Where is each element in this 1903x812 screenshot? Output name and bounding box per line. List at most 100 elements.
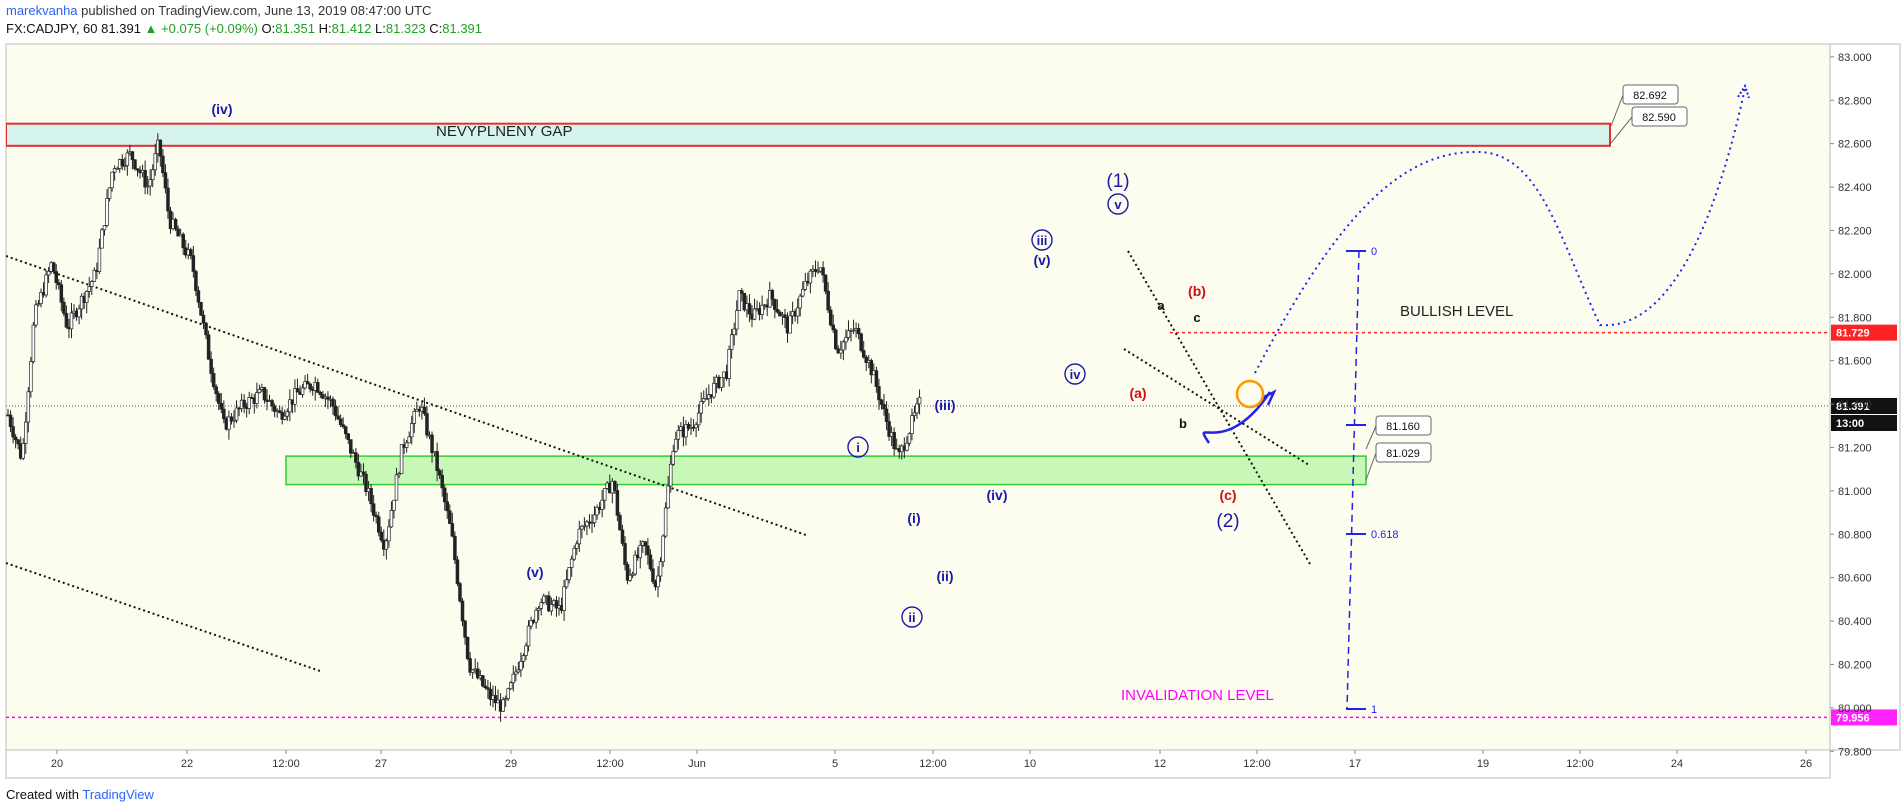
candle-body <box>392 499 396 511</box>
candle-body <box>740 290 744 294</box>
wave-v-top: (v) <box>1033 252 1050 268</box>
zone-top-callout-box <box>1375 415 1432 436</box>
candle-body <box>448 510 452 524</box>
y-tick-label: 82.200 <box>1838 225 1872 237</box>
time-axis-area <box>5 749 1831 779</box>
candle-body <box>387 526 391 542</box>
candle-body <box>97 247 102 272</box>
candle-body <box>620 529 625 544</box>
candle-body <box>376 516 381 533</box>
candle-body <box>630 573 635 576</box>
candle-body <box>661 535 665 563</box>
candle-body <box>905 442 909 451</box>
x-tick-label: 24 <box>1671 758 1683 770</box>
candle-body <box>57 282 61 286</box>
candle-body <box>412 410 417 424</box>
candle-body <box>506 688 510 699</box>
candle-body <box>194 271 198 292</box>
candle-body <box>646 545 650 556</box>
wave-b-red: (b) <box>1188 283 1206 299</box>
y-tick-label: 81.000 <box>1838 486 1872 498</box>
candle-body <box>509 682 513 690</box>
candle-body <box>399 444 404 475</box>
candle-body <box>592 514 597 524</box>
y-tick-label: 80.200 <box>1838 659 1872 671</box>
candle-body <box>600 499 604 510</box>
wave-iv-top: (iv) <box>212 101 233 117</box>
candle-body <box>534 609 538 623</box>
zone-bottom-callout-box <box>1375 442 1432 463</box>
candle-body <box>554 600 559 609</box>
y-tick-label: 82.000 <box>1838 269 1872 281</box>
candle-body <box>887 421 891 437</box>
candle-body <box>34 304 38 326</box>
candle-body <box>374 514 378 518</box>
wave-v-low: (v) <box>526 564 543 580</box>
tradingview-logo[interactable]: TradingView <box>82 787 154 802</box>
candle-body <box>813 269 818 272</box>
candle-body <box>488 688 493 700</box>
candle-body <box>569 558 574 568</box>
candle-body <box>536 608 541 611</box>
gap-top-callout-text: 82.692 <box>1633 90 1667 102</box>
candle-body <box>821 267 825 276</box>
candle-body <box>643 541 648 547</box>
candle-body <box>318 391 323 395</box>
candle-body <box>21 443 25 459</box>
candle-body <box>303 381 307 389</box>
wave-v-circled: v <box>1114 197 1122 212</box>
candle-body <box>839 349 843 354</box>
candle-body <box>130 151 135 161</box>
trendline <box>6 562 321 672</box>
candle-body <box>59 284 64 303</box>
candle-body <box>232 419 236 422</box>
candle-body <box>262 387 267 401</box>
candle-body <box>465 636 470 659</box>
candle-body <box>760 304 764 315</box>
published-text: published on TradingView.com, June 13, 2… <box>81 3 432 18</box>
candle-body <box>64 313 69 328</box>
wave-i-paren: (i) <box>907 510 920 526</box>
last-price-tag-text: 81.391 <box>1836 401 1870 413</box>
candle-body <box>727 349 731 379</box>
candle-body <box>44 274 48 296</box>
gap-bottom-callout-text: 82.590 <box>1642 112 1676 124</box>
x-tick-label: 5 <box>832 758 838 770</box>
candle-body <box>102 225 107 231</box>
candle-body <box>31 324 36 362</box>
candle-body <box>288 399 292 413</box>
fib-level-label: 1 <box>1371 704 1377 716</box>
candle-body <box>651 568 655 582</box>
candle-body <box>910 415 914 435</box>
plot-background <box>5 43 1831 751</box>
candle-body <box>877 386 881 401</box>
candle-body <box>120 159 125 167</box>
candle-body <box>112 168 117 173</box>
support-zone <box>285 455 1367 486</box>
candle-body <box>283 415 287 420</box>
candle-body <box>823 274 828 292</box>
candle-body <box>613 480 617 491</box>
candle-body <box>529 620 533 627</box>
wave-iii-circled-circle <box>1031 229 1053 251</box>
x-tick-label: Jun <box>688 758 706 770</box>
candle-body <box>158 139 163 157</box>
wave-1-label: (1) <box>1106 171 1129 192</box>
candle-body <box>92 269 97 282</box>
candle-body <box>123 165 127 167</box>
low-value: 81.323 <box>385 21 426 36</box>
candle-body <box>483 685 488 688</box>
projection-dotted-arrow <box>1737 83 1750 99</box>
wave-ii-circled-circle <box>901 606 923 628</box>
candle-body <box>539 602 543 609</box>
candle-body <box>407 436 411 444</box>
candle-body <box>732 328 736 336</box>
countdown-tag-bg <box>1831 415 1897 432</box>
candle-body <box>460 600 465 622</box>
wave-iv-mid: (iv) <box>987 487 1008 503</box>
candle-body <box>389 510 394 528</box>
author-link[interactable]: marekvanha <box>6 3 78 18</box>
candle-body <box>143 170 147 188</box>
candle-body <box>671 451 676 465</box>
